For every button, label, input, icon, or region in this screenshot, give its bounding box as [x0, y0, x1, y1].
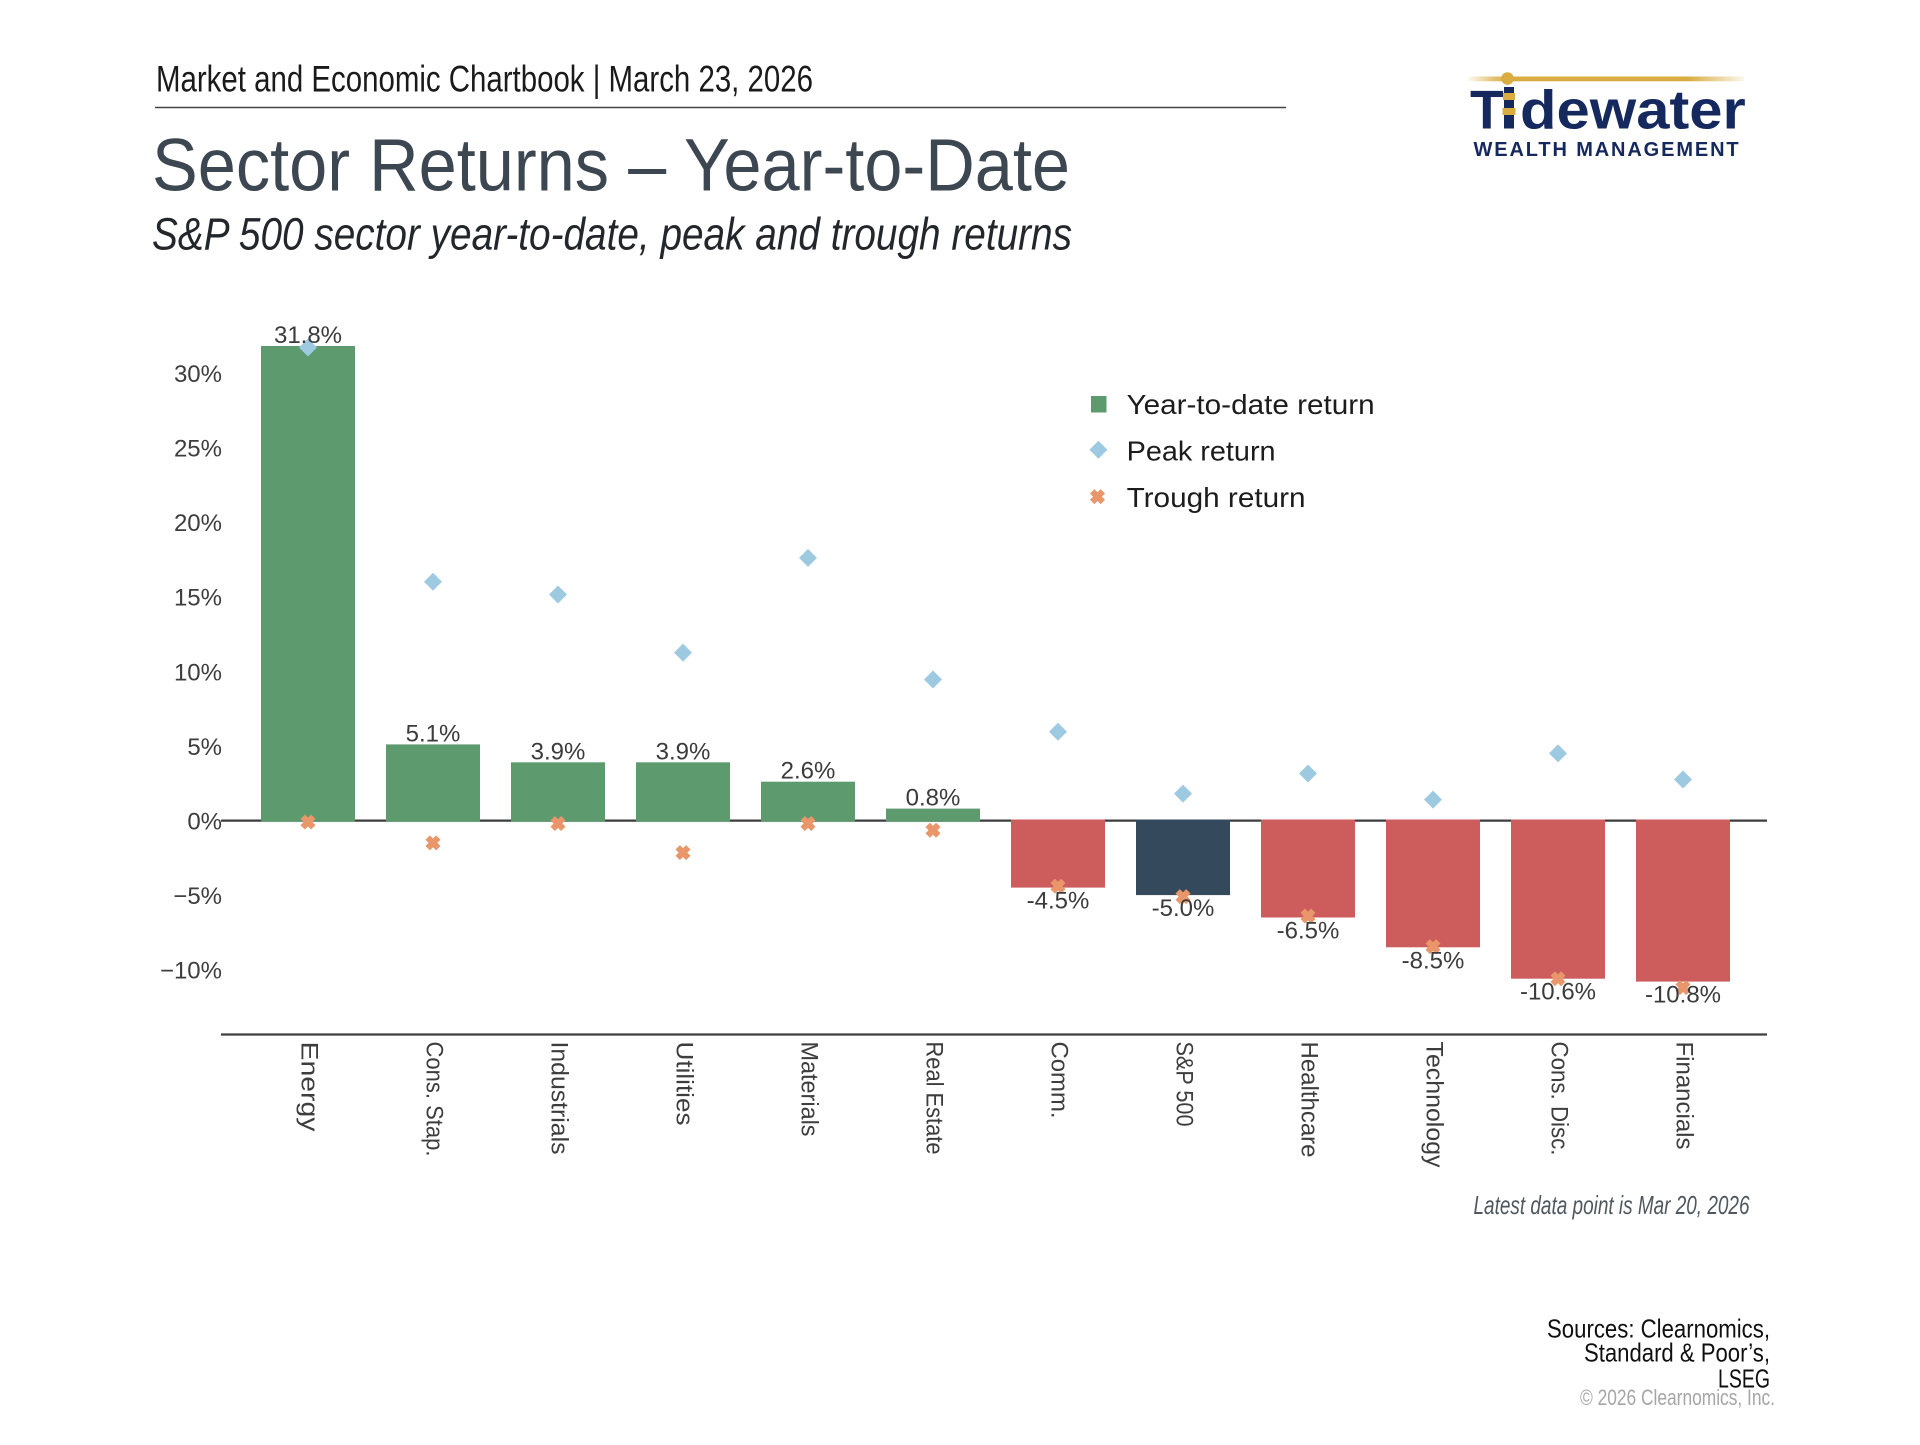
svg-text:Market and Economic Chartbook: Market and Economic Chartbook | March 23… — [156, 59, 813, 100]
svg-text:30%: 30% — [174, 361, 222, 388]
svg-text:© 2026 Clearnomics, Inc.: © 2026 Clearnomics, Inc. — [1580, 1385, 1775, 1410]
svg-text:-6.5%: -6.5% — [1277, 918, 1340, 945]
svg-text:Comm.: Comm. — [1046, 1042, 1073, 1119]
svg-text:Energy: Energy — [296, 1042, 323, 1132]
svg-text:3.9%: 3.9% — [656, 738, 711, 765]
svg-text:10%: 10% — [174, 659, 222, 686]
svg-text:LSEG: LSEG — [1718, 1364, 1770, 1394]
svg-text:5%: 5% — [187, 734, 222, 761]
svg-text:T: T — [1470, 79, 1504, 141]
svg-text:Real Estate: Real Estate — [921, 1042, 948, 1155]
svg-text:Standard & Poor’s,: Standard & Poor’s, — [1584, 1338, 1770, 1368]
svg-text:Cons. Disc.: Cons. Disc. — [1546, 1042, 1573, 1156]
svg-text:25%: 25% — [174, 436, 222, 463]
svg-text:-4.5%: -4.5% — [1027, 888, 1090, 915]
svg-text:dewater: dewater — [1520, 79, 1746, 141]
svg-text:Peak return: Peak return — [1127, 436, 1276, 467]
svg-text:Cons. Stap.: Cons. Stap. — [421, 1042, 448, 1157]
svg-text:Sources: Clearnomics,: Sources: Clearnomics, — [1547, 1314, 1770, 1344]
svg-text:31.8%: 31.8% — [274, 322, 342, 349]
svg-text:Financials: Financials — [1671, 1042, 1698, 1150]
svg-text:Year-to-date return: Year-to-date return — [1127, 389, 1375, 420]
svg-text:-8.5%: -8.5% — [1402, 947, 1465, 974]
svg-text:S&P 500 sector year-to-date, p: S&P 500 sector year-to-date, peak and tr… — [152, 209, 1072, 260]
svg-text:WEALTH MANAGEMENT: WEALTH MANAGEMENT — [1474, 139, 1741, 161]
svg-text:−10%: −10% — [160, 958, 222, 985]
svg-text:Trough return: Trough return — [1127, 482, 1306, 513]
svg-text:5.1%: 5.1% — [406, 720, 461, 747]
svg-text:Latest data point is Mar 20, 2: Latest data point is Mar 20, 2026 — [1474, 1190, 1750, 1220]
svg-text:−5%: −5% — [173, 883, 222, 910]
svg-text:15%: 15% — [174, 585, 222, 612]
svg-text:Materials: Materials — [796, 1042, 823, 1137]
svg-text:Sector Returns – Year-to-Date: Sector Returns – Year-to-Date — [152, 124, 1070, 207]
svg-text:S&P 500: S&P 500 — [1171, 1042, 1198, 1127]
svg-text:Technology: Technology — [1421, 1042, 1448, 1168]
svg-text:Healthcare: Healthcare — [1296, 1042, 1323, 1158]
svg-text:Utilities: Utilities — [671, 1042, 698, 1126]
svg-text:3.9%: 3.9% — [531, 738, 586, 765]
svg-text:-10.8%: -10.8% — [1645, 982, 1721, 1009]
svg-text:0.8%: 0.8% — [906, 785, 961, 812]
svg-text:0%: 0% — [187, 809, 222, 836]
svg-text:Industrials: Industrials — [546, 1042, 573, 1155]
svg-text:20%: 20% — [174, 510, 222, 537]
svg-text:-10.6%: -10.6% — [1520, 979, 1596, 1006]
svg-text:2.6%: 2.6% — [781, 758, 836, 785]
svg-text:-5.0%: -5.0% — [1152, 895, 1215, 922]
